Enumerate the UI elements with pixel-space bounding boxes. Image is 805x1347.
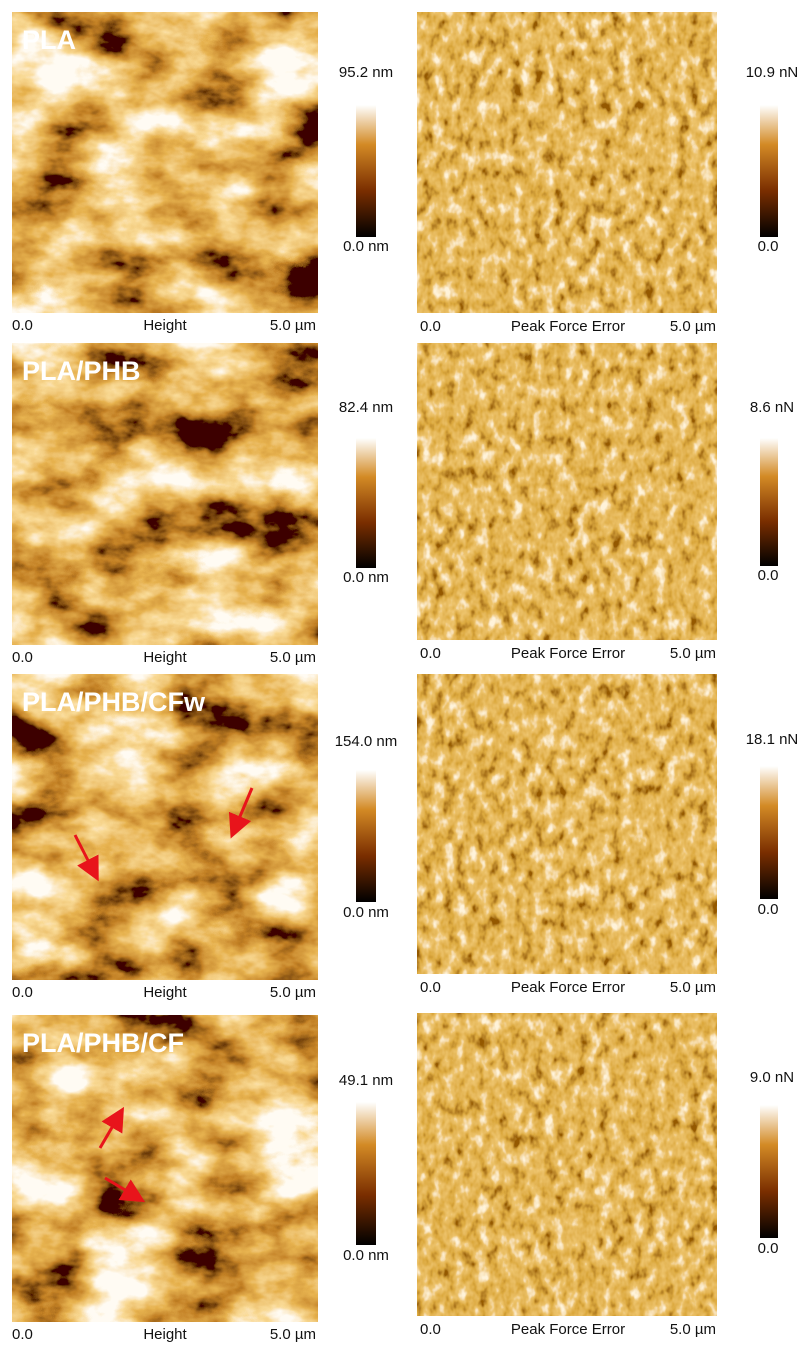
afm-error-image — [417, 674, 717, 974]
afm-height-image — [12, 1015, 318, 1322]
color-bar — [356, 105, 376, 237]
x-start: 0.0 — [420, 979, 441, 996]
channel-label: Peak Force Error — [511, 318, 625, 335]
afm-error-image — [417, 12, 717, 313]
x-start: 0.0 — [12, 317, 33, 334]
scale-min: 0.0 nm — [343, 1247, 389, 1264]
channel-label: Height — [143, 649, 187, 666]
color-bar — [356, 438, 376, 568]
scale-max: 154.0 nm — [335, 733, 398, 750]
sample-label: PLA/PHB — [22, 356, 141, 386]
scale-min: 0.0 nm — [343, 569, 389, 586]
channel-label: Height — [143, 317, 187, 334]
color-bar — [760, 438, 778, 566]
scale-max: 18.1 nN — [746, 731, 799, 748]
x-start: 0.0 — [420, 318, 441, 335]
channel-label: Peak Force Error — [511, 1321, 625, 1338]
x-end: 5.0 µm — [270, 317, 316, 334]
channel-label: Peak Force Error — [511, 645, 625, 662]
scale-min: 0.0 — [758, 567, 779, 584]
scale-max: 10.9 nN — [746, 64, 799, 81]
sample-label: PLA/PHB/CFw — [22, 687, 206, 717]
scale-max: 82.4 nm — [339, 399, 393, 416]
x-end: 5.0 µm — [670, 1321, 716, 1338]
channel-label: Peak Force Error — [511, 979, 625, 996]
afm-height-image — [12, 343, 318, 645]
sample-label: PLA/PHB/CF — [22, 1028, 184, 1058]
afm-error-image — [417, 343, 717, 640]
scale-min: 0.0 nm — [343, 238, 389, 255]
scale-min: 0.0 — [758, 1240, 779, 1257]
scale-min: 0.0 — [758, 901, 779, 918]
color-bar — [356, 770, 376, 902]
color-bar — [760, 766, 778, 899]
x-start: 0.0 — [12, 984, 33, 1001]
channel-label: Height — [143, 984, 187, 1001]
x-start: 0.0 — [420, 645, 441, 662]
channel-label: Height — [143, 1326, 187, 1343]
figure: PLA 0.0 Height 5.0 µm 95.2 nm 0.0 nm 0.0 Peak F… — [0, 0, 805, 1347]
x-end: 5.0 µm — [670, 318, 716, 335]
scale-min: 0.0 — [758, 238, 779, 255]
x-start: 0.0 — [12, 1326, 33, 1343]
scale-max: 9.0 nN — [750, 1069, 794, 1086]
x-end: 5.0 µm — [270, 984, 316, 1001]
panels: PLA 0.0 Height 5.0 µm 95.2 nm 0.0 nm 0.0 Peak F… — [12, 12, 798, 1343]
afm-error-image — [417, 1013, 717, 1316]
x-end: 5.0 µm — [670, 645, 716, 662]
afm-height-image — [12, 12, 318, 313]
color-bar — [760, 105, 778, 237]
color-bar — [760, 1105, 778, 1238]
x-start: 0.0 — [12, 649, 33, 666]
scale-max: 8.6 nN — [750, 399, 794, 416]
afm-height-image — [12, 674, 318, 980]
x-start: 0.0 — [420, 1321, 441, 1338]
x-end: 5.0 µm — [670, 979, 716, 996]
sample-label: PLA — [22, 25, 76, 55]
scale-max: 49.1 nm — [339, 1072, 393, 1089]
color-bar — [356, 1102, 376, 1245]
scale-min: 0.0 nm — [343, 904, 389, 921]
x-end: 5.0 µm — [270, 649, 316, 666]
x-end: 5.0 µm — [270, 1326, 316, 1343]
scale-max: 95.2 nm — [339, 64, 393, 81]
